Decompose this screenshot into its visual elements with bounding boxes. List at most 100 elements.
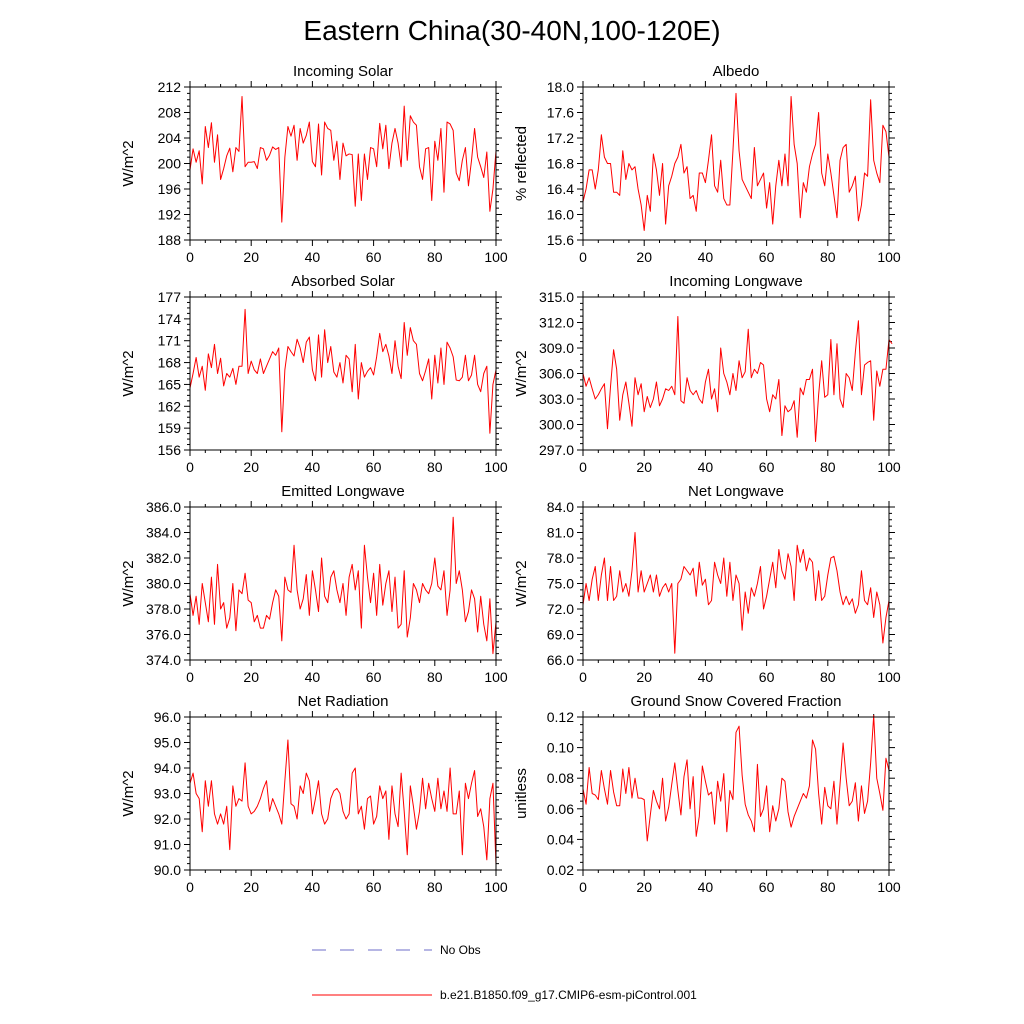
y-tick-label: 200 bbox=[158, 156, 182, 172]
x-tick-label: 80 bbox=[427, 879, 443, 895]
series-line-net-longwave bbox=[582, 532, 890, 654]
x-tick-label: 100 bbox=[877, 879, 901, 895]
x-tick-label: 100 bbox=[877, 669, 901, 685]
y-tick-label: 309.0 bbox=[539, 340, 574, 356]
panel-title-ground-snow-covered-fraction: Ground Snow Covered Fraction bbox=[631, 693, 842, 710]
x-tick-label: 40 bbox=[305, 669, 321, 685]
x-tick-label: 100 bbox=[484, 249, 508, 265]
y-tick-label: 66.0 bbox=[547, 652, 574, 668]
x-tick-label: 100 bbox=[484, 669, 508, 685]
y-axis-label-incoming-longwave: W/m^2 bbox=[513, 350, 530, 396]
panel-title-albedo: Albedo bbox=[713, 63, 760, 80]
y-tick-label: 384.0 bbox=[146, 525, 181, 541]
x-tick-label: 0 bbox=[186, 669, 194, 685]
panel-incoming-longwave: Incoming Longwave W/m^2 297.0 300.0 303.0 306… bbox=[513, 273, 901, 475]
panel-title-emitted-longwave: Emitted Longwave bbox=[281, 483, 404, 500]
x-tick-label: 20 bbox=[243, 459, 259, 475]
y-tick-label: 312.0 bbox=[539, 315, 574, 331]
y-tick-label: 75.0 bbox=[547, 576, 574, 592]
y-tick-label: 196 bbox=[158, 181, 182, 197]
plot-frame-incoming-longwave bbox=[582, 296, 890, 451]
x-tick-label: 0 bbox=[186, 459, 194, 475]
y-tick-label: 78.0 bbox=[547, 550, 574, 566]
y-tick-label: 16.4 bbox=[547, 181, 574, 197]
y-tick-label: 94.0 bbox=[154, 760, 181, 776]
x-tick-label: 80 bbox=[427, 669, 443, 685]
x-tick-label: 80 bbox=[427, 459, 443, 475]
x-tick-label: 60 bbox=[759, 879, 775, 895]
y-tick-label: 315.0 bbox=[539, 289, 574, 305]
y-axis-label-emitted-longwave: W/m^2 bbox=[120, 560, 137, 606]
series-line-absorbed-solar bbox=[189, 308, 497, 434]
panel-albedo: Albedo % reflected 15.6 16.0 16.4 16.8 17.2 17.… bbox=[513, 63, 901, 265]
x-tick-label: 0 bbox=[579, 459, 587, 475]
y-axis-label-albedo: % reflected bbox=[513, 126, 530, 201]
panel-net-longwave: Net Longwave W/m^2 66.0 69.0 72.0 75.0 78.0 81.… bbox=[513, 483, 901, 685]
x-tick-label: 40 bbox=[698, 669, 714, 685]
x-tick-label: 80 bbox=[820, 459, 836, 475]
y-tick-label: 159 bbox=[158, 420, 182, 436]
y-tick-label: 91.0 bbox=[154, 837, 181, 853]
y-tick-label: 380.0 bbox=[146, 576, 181, 592]
y-tick-label: 0.08 bbox=[547, 770, 574, 786]
x-tick-label: 60 bbox=[366, 459, 382, 475]
panel-title-incoming-longwave: Incoming Longwave bbox=[669, 273, 802, 290]
x-tick-label: 20 bbox=[243, 249, 259, 265]
y-tick-label: 303.0 bbox=[539, 391, 574, 407]
x-tick-label: 0 bbox=[579, 249, 587, 265]
panel-title-net-longwave: Net Longwave bbox=[688, 483, 784, 500]
legend: No Obs b.e21.B1850.f09_g17.CMIP6-esm-piC… bbox=[312, 943, 697, 1002]
y-axis-label-absorbed-solar: W/m^2 bbox=[120, 350, 137, 396]
x-tick-label: 20 bbox=[636, 249, 652, 265]
y-tick-label: 374.0 bbox=[146, 652, 181, 668]
y-tick-label: 212 bbox=[158, 79, 182, 95]
x-tick-label: 40 bbox=[698, 879, 714, 895]
y-tick-label: 168 bbox=[158, 355, 182, 371]
x-tick-label: 0 bbox=[579, 879, 587, 895]
y-tick-label: 156 bbox=[158, 442, 182, 458]
legend-item-no-obs: No Obs bbox=[312, 943, 481, 957]
y-tick-label: 300.0 bbox=[539, 417, 574, 433]
x-tick-label: 80 bbox=[820, 249, 836, 265]
y-tick-label: 0.12 bbox=[547, 709, 574, 725]
x-tick-label: 40 bbox=[305, 249, 321, 265]
y-tick-label: 81.0 bbox=[547, 525, 574, 541]
y-tick-label: 208 bbox=[158, 105, 182, 121]
x-tick-label: 20 bbox=[636, 879, 652, 895]
y-tick-label: 16.8 bbox=[547, 156, 574, 172]
y-tick-label: 0.10 bbox=[547, 740, 574, 756]
y-tick-label: 16.0 bbox=[547, 207, 574, 223]
panel-title-incoming-solar: Incoming Solar bbox=[293, 63, 393, 80]
y-axis-label-net-radiation: W/m^2 bbox=[120, 770, 137, 816]
x-tick-label: 20 bbox=[243, 669, 259, 685]
x-tick-label: 0 bbox=[186, 879, 194, 895]
y-tick-label: 72.0 bbox=[547, 601, 574, 617]
x-tick-label: 20 bbox=[636, 669, 652, 685]
y-tick-label: 17.6 bbox=[547, 105, 574, 121]
y-tick-label: 0.02 bbox=[547, 862, 574, 878]
x-tick-label: 60 bbox=[759, 249, 775, 265]
y-tick-label: 69.0 bbox=[547, 627, 574, 643]
panel-net-radiation: Net Radiation W/m^2 90.0 91.0 92.0 93.0 94.0 95… bbox=[120, 693, 508, 895]
y-tick-label: 95.0 bbox=[154, 735, 181, 751]
y-tick-label: 306.0 bbox=[539, 366, 574, 382]
y-axis-label-net-longwave: W/m^2 bbox=[513, 560, 530, 606]
x-tick-label: 100 bbox=[877, 249, 901, 265]
plot-frame-emitted-longwave bbox=[189, 506, 497, 661]
panel-incoming-solar: Incoming SolarW/m^2188192196200204208212… bbox=[120, 63, 508, 265]
legend-label-no-obs: No Obs bbox=[440, 943, 481, 957]
x-tick-label: 40 bbox=[698, 249, 714, 265]
y-tick-label: 165 bbox=[158, 376, 182, 392]
y-tick-label: 162 bbox=[158, 398, 182, 414]
y-tick-label: 18.0 bbox=[547, 79, 574, 95]
y-tick-label: 376.0 bbox=[146, 627, 181, 643]
panel-title-net-radiation: Net Radiation bbox=[298, 693, 389, 710]
plot-frame-net-longwave bbox=[582, 506, 890, 661]
y-tick-label: 92.0 bbox=[154, 811, 181, 827]
x-tick-label: 40 bbox=[305, 459, 321, 475]
plot-frame-net-radiation bbox=[189, 716, 497, 871]
plot-frame-absorbed-solar bbox=[189, 296, 497, 451]
series-line-emitted-longwave bbox=[189, 516, 497, 655]
x-tick-label: 60 bbox=[366, 249, 382, 265]
